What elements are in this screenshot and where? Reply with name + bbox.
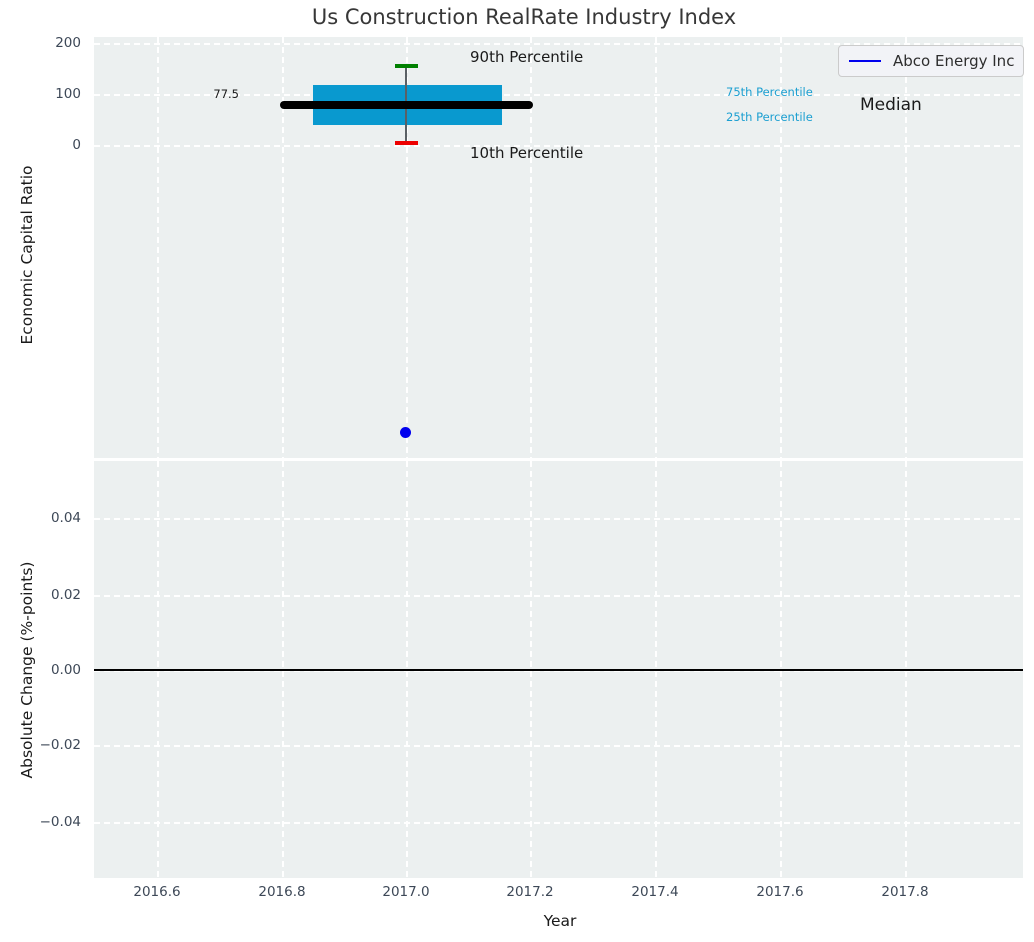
gridline-h xyxy=(94,145,1023,147)
gridline-h xyxy=(94,43,1023,45)
data-point-abco xyxy=(400,427,411,438)
x-axis-label: Year xyxy=(543,912,577,930)
gridline-v xyxy=(655,37,657,458)
y-axis-label-bottom: Absolute Change (%-points) xyxy=(18,561,36,779)
x-tick-label: 2017.4 xyxy=(631,884,679,900)
annotation-median: Median xyxy=(860,95,922,115)
p10-cap xyxy=(395,141,418,145)
median-line xyxy=(280,101,533,109)
annotation-75th-percentile: 75th Percentile xyxy=(726,85,813,99)
x-tick-label: 2016.6 xyxy=(133,884,181,900)
x-tick-label: 2016.8 xyxy=(258,884,306,900)
top-plot-area: 77.5 90th Percentile 75th Percentile Med… xyxy=(94,37,1024,458)
y-tick-label: 0 xyxy=(72,137,81,153)
p90-cap xyxy=(395,64,418,68)
x-tick-label: 2017.8 xyxy=(881,884,929,900)
x-tick-label: 2017.2 xyxy=(506,884,554,900)
gridline-v xyxy=(282,37,284,458)
gridline-v xyxy=(157,37,159,458)
gridline-v xyxy=(406,37,408,458)
zero-line xyxy=(94,669,1023,671)
gridline-v xyxy=(905,37,907,458)
x-tick-label: 2017.0 xyxy=(382,884,430,900)
gridline-h xyxy=(94,822,1023,824)
median-value-label: 77.5 xyxy=(213,87,239,101)
legend-line-swatch xyxy=(849,59,881,63)
x-tick-label: 2017.6 xyxy=(756,884,804,900)
annotation-90th-percentile: 90th Percentile xyxy=(470,48,584,66)
legend: Abco Energy Inc xyxy=(838,45,1024,77)
bottom-plot-area xyxy=(94,461,1023,878)
y-tick-label: 0.04 xyxy=(50,510,81,526)
annotation-10th-percentile: 10th Percentile xyxy=(470,144,584,162)
y-tick-label: −0.02 xyxy=(39,737,81,753)
gridline-h xyxy=(94,94,1023,96)
legend-label: Abco Energy Inc xyxy=(893,52,1015,70)
y-tick-label: −0.04 xyxy=(39,814,81,830)
y-tick-label: 100 xyxy=(55,86,81,102)
y-tick-label: 0.02 xyxy=(50,587,81,603)
y-tick-label: 200 xyxy=(55,35,81,51)
gridline-h xyxy=(94,518,1023,520)
gridline-v xyxy=(780,37,782,458)
gridline-h xyxy=(94,745,1023,747)
annotation-25th-percentile: 25th Percentile xyxy=(726,110,813,124)
chart-title: Us Construction RealRate Industry Index xyxy=(311,5,737,29)
gridline-h xyxy=(94,595,1023,597)
y-axis-label-top: Economic Capital Ratio xyxy=(18,165,36,345)
gridline-v xyxy=(530,37,532,458)
y-tick-label: 0.00 xyxy=(50,662,81,678)
